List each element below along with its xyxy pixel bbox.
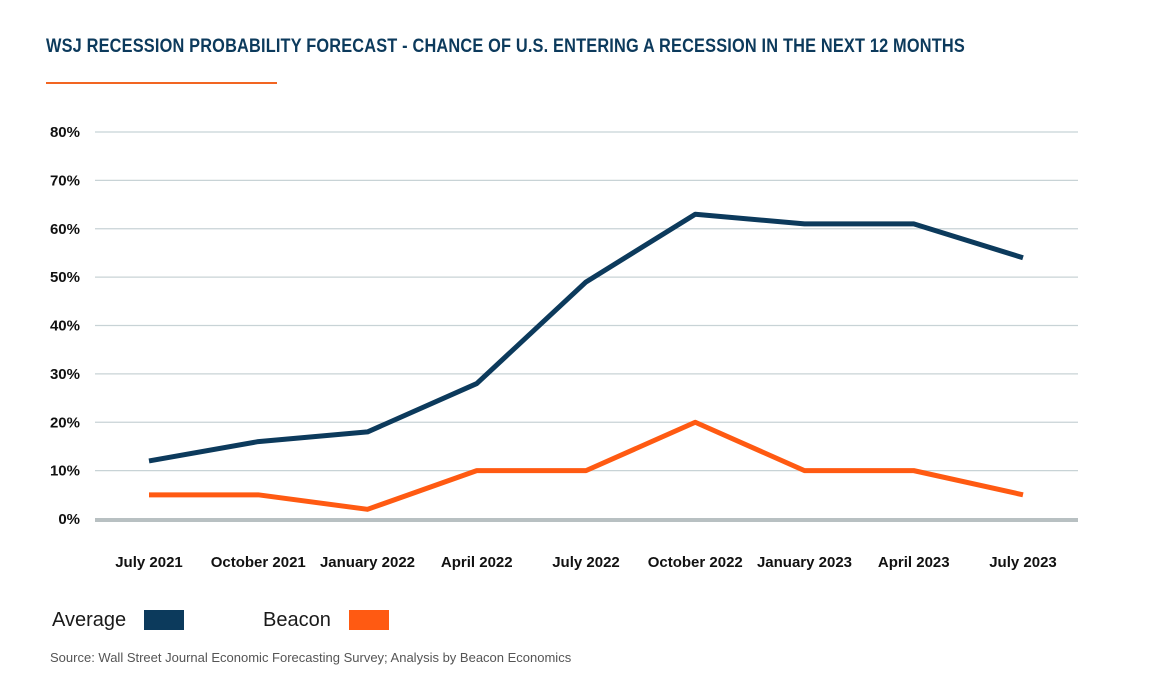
legend-swatch-beacon — [348, 610, 389, 630]
y-tick-label: 30% — [50, 366, 80, 383]
x-tick-label: July 2023 — [989, 554, 1057, 571]
legend-label-average: Average — [52, 608, 127, 631]
y-tick-label: 20% — [50, 414, 80, 431]
x-tick-label: October 2021 — [211, 554, 306, 571]
legend-item-beacon: Beacon — [263, 608, 389, 632]
y-tick-label: 60% — [50, 221, 80, 238]
y-tick-label: 50% — [50, 269, 80, 286]
x-tick-label: October 2022 — [648, 554, 743, 571]
x-tick-label: April 2023 — [878, 554, 950, 571]
series-line-average — [148, 211, 1024, 464]
series-line-beacon — [149, 419, 1024, 512]
x-tick-label: January 2023 — [757, 554, 852, 571]
legend-swatch-average — [144, 610, 185, 630]
title-accent-rule — [46, 82, 277, 84]
y-tick-label: 70% — [50, 172, 80, 189]
legend-item-average: Average — [52, 608, 185, 632]
y-tick-label: 40% — [50, 318, 80, 335]
source-note: Source: Wall Street Journal Economic For… — [50, 650, 572, 665]
legend-label-beacon: Beacon — [263, 608, 331, 631]
y-tick-label: 10% — [50, 463, 80, 480]
x-tick-label: July 2022 — [552, 554, 620, 571]
x-tick-label: July 2021 — [115, 554, 183, 571]
y-tick-label: 0% — [58, 511, 80, 528]
x-tick-label: April 2022 — [441, 554, 513, 571]
chart-title: WSJ RECESSION PROBABILITY FORECAST - CHA… — [46, 36, 965, 57]
x-tick-label: January 2022 — [320, 554, 415, 571]
y-tick-label: 80% — [50, 124, 80, 141]
